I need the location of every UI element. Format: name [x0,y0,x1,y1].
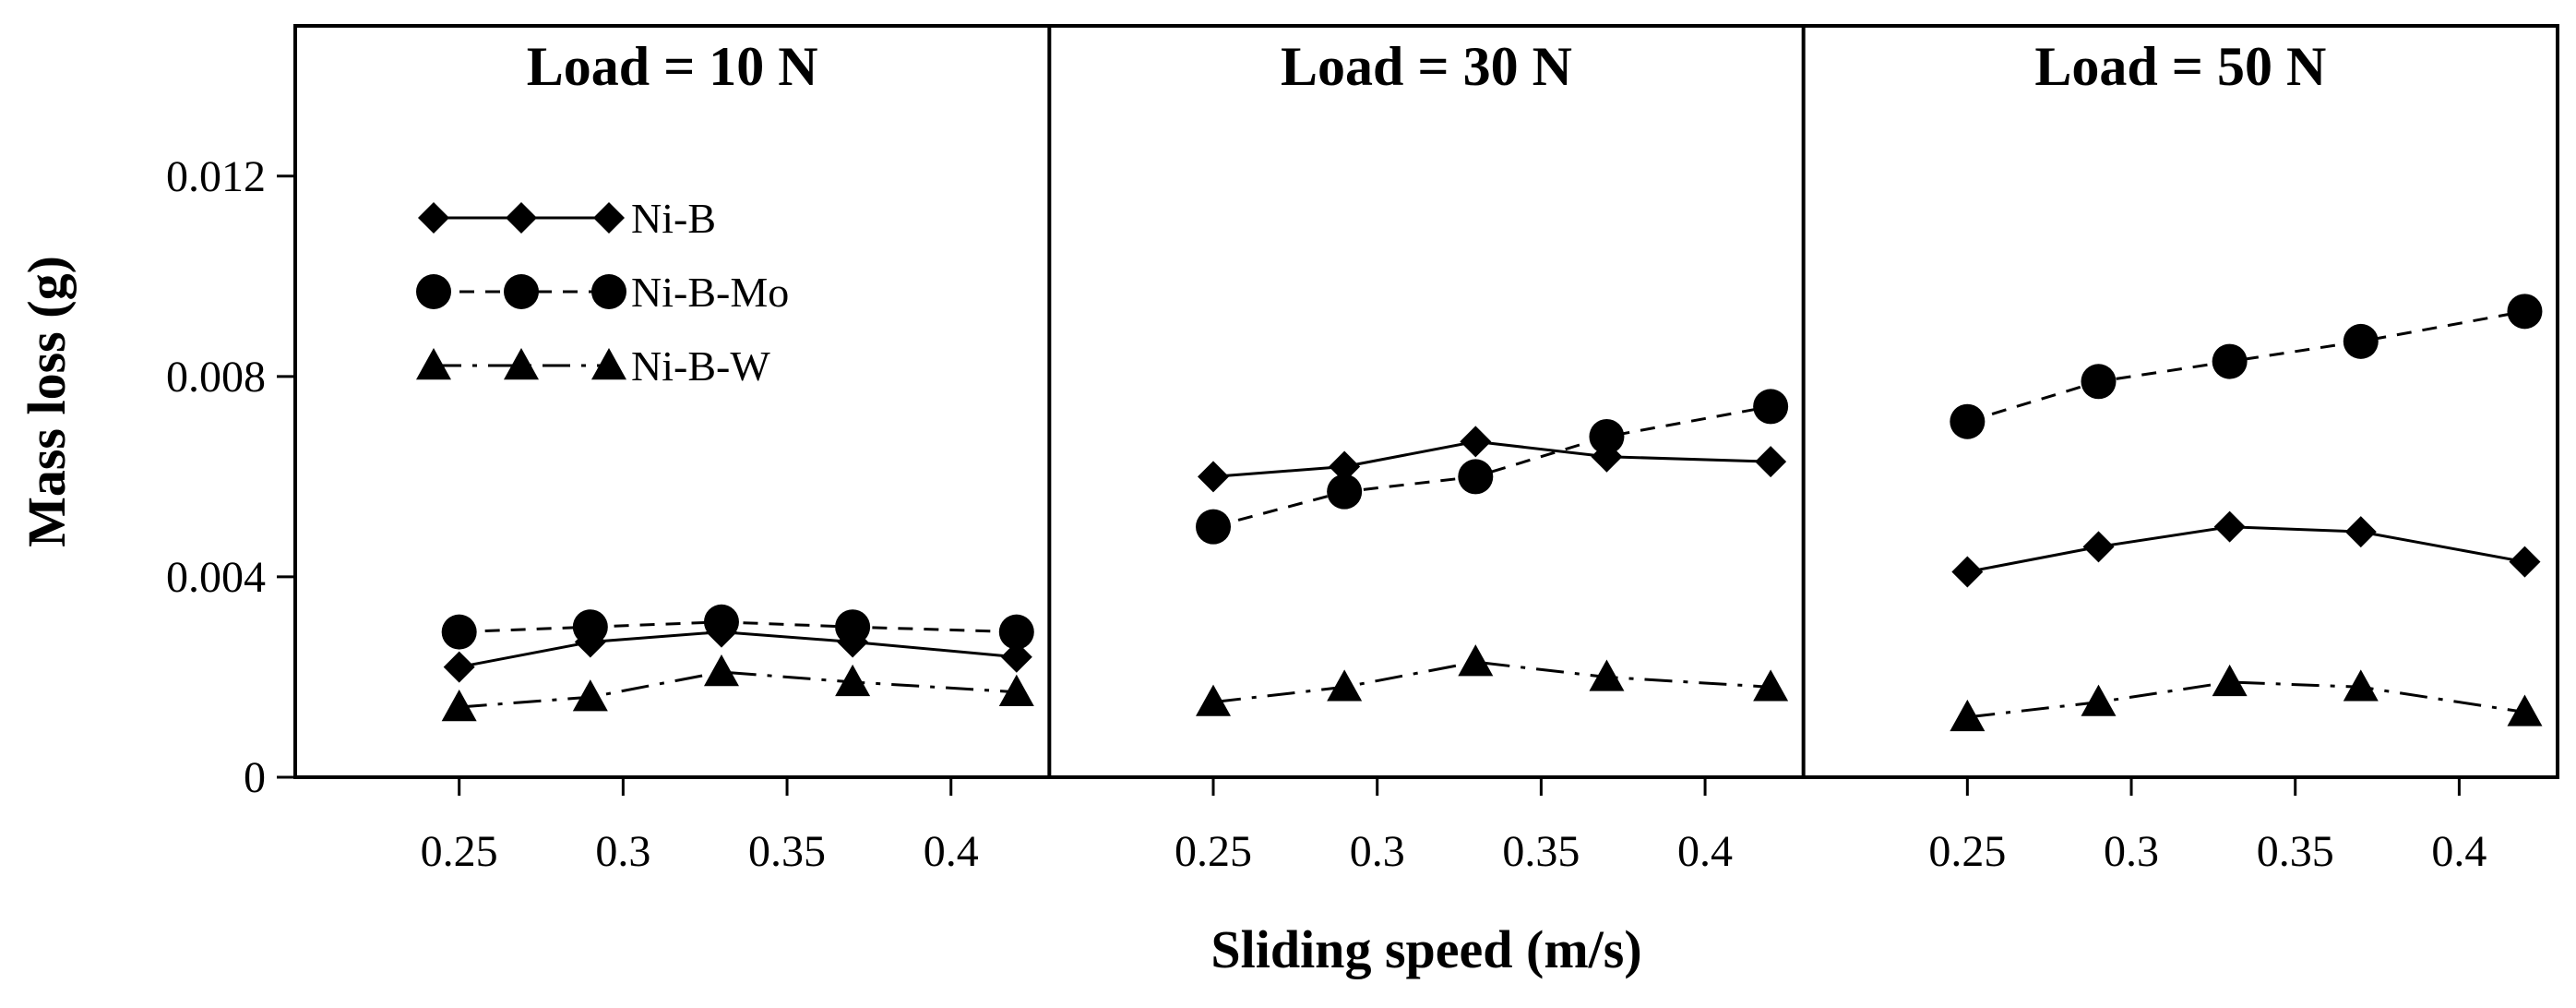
data-point-ni-b [2509,546,2541,578]
legend: Ni-B Ni-B-Mo Ni-B-W [416,195,789,390]
x-tick-label: 0.25 [421,827,498,876]
data-point-ni-b-w [998,674,1034,706]
panel-title: Load = 50 N [2034,36,2326,97]
data-point-ni-b [2213,510,2246,543]
data-point-ni-b [1198,461,1230,493]
data-point-ni-b-mo [2507,294,2543,330]
legend-marker-ni-b-w [504,348,539,380]
legend-marker-ni-b-w [591,348,626,380]
series-line-ni-b [459,630,1017,669]
legend-marker-ni-b [418,202,449,234]
data-point-ni-b-w [2212,664,2248,697]
data-point-ni-b [443,651,475,683]
data-point-ni-b [1000,641,1032,673]
panel-1: Load = 10 N 0.25 0.3 0.35 0.4 [421,36,1034,876]
legend-marker-ni-b [506,202,537,234]
data-point-ni-b-w [2507,694,2543,726]
x-tick-label: 0.4 [2431,827,2487,876]
data-point-ni-b-mo [1950,403,1986,439]
legend-label-ni-b: Ni-B [631,195,716,242]
data-point-ni-b-w [1950,699,1986,732]
series-line-ni-b [1967,525,2525,573]
data-point-ni-b-w [2343,669,2379,702]
plot-frame [293,24,2559,779]
series-line-ni-b-w [1967,680,2525,719]
y-tick-label: 0.004 [166,553,266,602]
data-point-ni-b-mo [1327,474,1363,510]
data-point-ni-b-mo [998,614,1034,650]
x-tick-label: 0.25 [1928,827,2006,876]
x-tick-label: 0.25 [1175,827,1252,876]
legend-marker-ni-b-mo [504,274,539,309]
panel-title: Load = 10 N [527,36,818,97]
series-line-ni-b-mo [1212,404,1771,529]
legend-label-ni-b-w: Ni-B-W [631,342,770,390]
x-axis-label: Sliding speed (m/s) [1210,919,1641,979]
data-point-ni-b [1755,446,1787,478]
panel-title: Load = 30 N [1281,36,1572,97]
data-point-ni-b-w [1458,644,1494,677]
data-point-ni-b-mo [703,604,739,640]
x-tick-label: 0.4 [924,827,979,876]
data-point-ni-b-w [572,679,608,712]
y-axis-label: Mass loss (g) [17,256,77,547]
panels: 0 0.004 0.008 0.012 Load = 10 N 0.25 0.3 0.35 0.… [166,24,2559,876]
data-point-ni-b-w [2081,684,2117,716]
data-point-ni-b-mo [2212,343,2248,379]
x-tick-label: 0.35 [2257,827,2334,876]
data-point-ni-b-w [1196,684,1232,716]
legend-label-ni-b-mo: Ni-B-Mo [631,269,789,316]
data-point-ni-b-w [441,690,477,722]
legend-marker-ni-b-mo [416,274,451,309]
data-point-ni-b-mo [572,609,608,645]
data-point-ni-b [1329,450,1361,483]
data-point-ni-b-mo [1458,459,1494,495]
data-point-ni-b [2344,516,2377,548]
legend-marker-ni-b-mo [591,274,626,309]
legend-marker-ni-b [593,202,625,234]
data-point-ni-b-mo [835,609,871,645]
x-tick-label: 0.3 [1350,827,1405,876]
x-tick-label: 0.35 [748,827,826,876]
data-point-ni-b-mo [441,614,477,650]
data-point-ni-b-w [1327,669,1363,702]
data-point-ni-b-w [835,664,871,697]
panel-3: Load = 50 N 0.25 0.3 0.35 0.4 [1928,36,2543,876]
data-point-ni-b-mo [1589,418,1625,454]
legend-marker-ni-b-w [416,348,451,380]
data-point-ni-b-w [1753,669,1789,702]
panel-2: Load = 30 N 0.25 0.3 0.35 0.4 [1175,36,1789,876]
data-point-ni-b [1460,426,1492,458]
x-tick-label: 0.3 [595,827,650,876]
series-line-ni-b-w [1212,660,1771,704]
data-point-ni-b-mo [1196,509,1232,545]
x-tick-label: 0.4 [1677,827,1733,876]
data-point-ni-b-w [703,654,739,687]
data-point-ni-b-mo [2081,364,2117,400]
data-point-ni-b [1951,556,1984,588]
data-point-ni-b-mo [2343,323,2379,359]
x-tick-label: 0.35 [1502,827,1580,876]
data-point-ni-b [2082,531,2115,563]
series-line-ni-b-w [459,670,1017,709]
y-tick-label: 0.008 [166,353,266,402]
y-tick-label: 0.012 [166,152,266,201]
x-tick-label: 0.3 [2104,827,2159,876]
y-tick-label: 0 [244,753,266,802]
data-point-ni-b-w [1589,659,1625,691]
data-point-ni-b-mo [1753,389,1789,425]
